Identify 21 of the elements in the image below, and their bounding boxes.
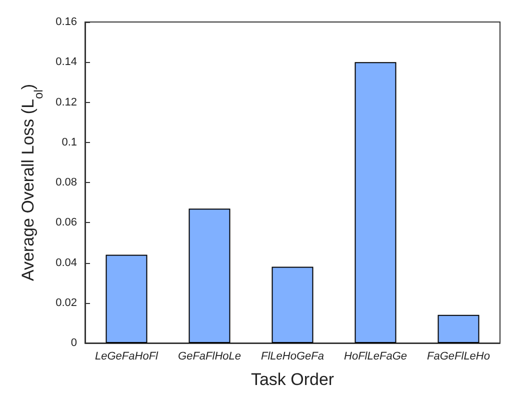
x-tick-label: FlLeHoGeFa (261, 350, 324, 362)
y-tick-label: 0.1 (62, 136, 77, 148)
y-tick-label: 0.14 (56, 56, 77, 68)
x-tick-label: LeGeFaHoFl (95, 350, 159, 362)
x-tick-label: GeFaFlHoLe (178, 350, 241, 362)
y-tick-label: 0 (70, 337, 77, 349)
x-tick-label: FaGeFlLeHo (427, 350, 490, 362)
bar (354, 62, 396, 343)
y-tick-label: 0.16 (56, 16, 77, 28)
y-axis-title: Average Overall Loss (Lol) (18, 84, 46, 282)
y-tick-label: 0.04 (56, 256, 77, 269)
y-tick-label: 0.12 (56, 96, 77, 108)
y-tick-label: 0.06 (56, 216, 77, 229)
bar (438, 314, 480, 343)
y-tick-label: 0.08 (56, 176, 77, 188)
y-tick-label: 0.02 (56, 296, 77, 309)
x-tick-label: HoFlLeFaGe (344, 350, 407, 362)
x-axis-title: Task Order (250, 370, 334, 389)
bar (272, 266, 314, 343)
bar (188, 208, 230, 343)
bar (106, 254, 148, 343)
